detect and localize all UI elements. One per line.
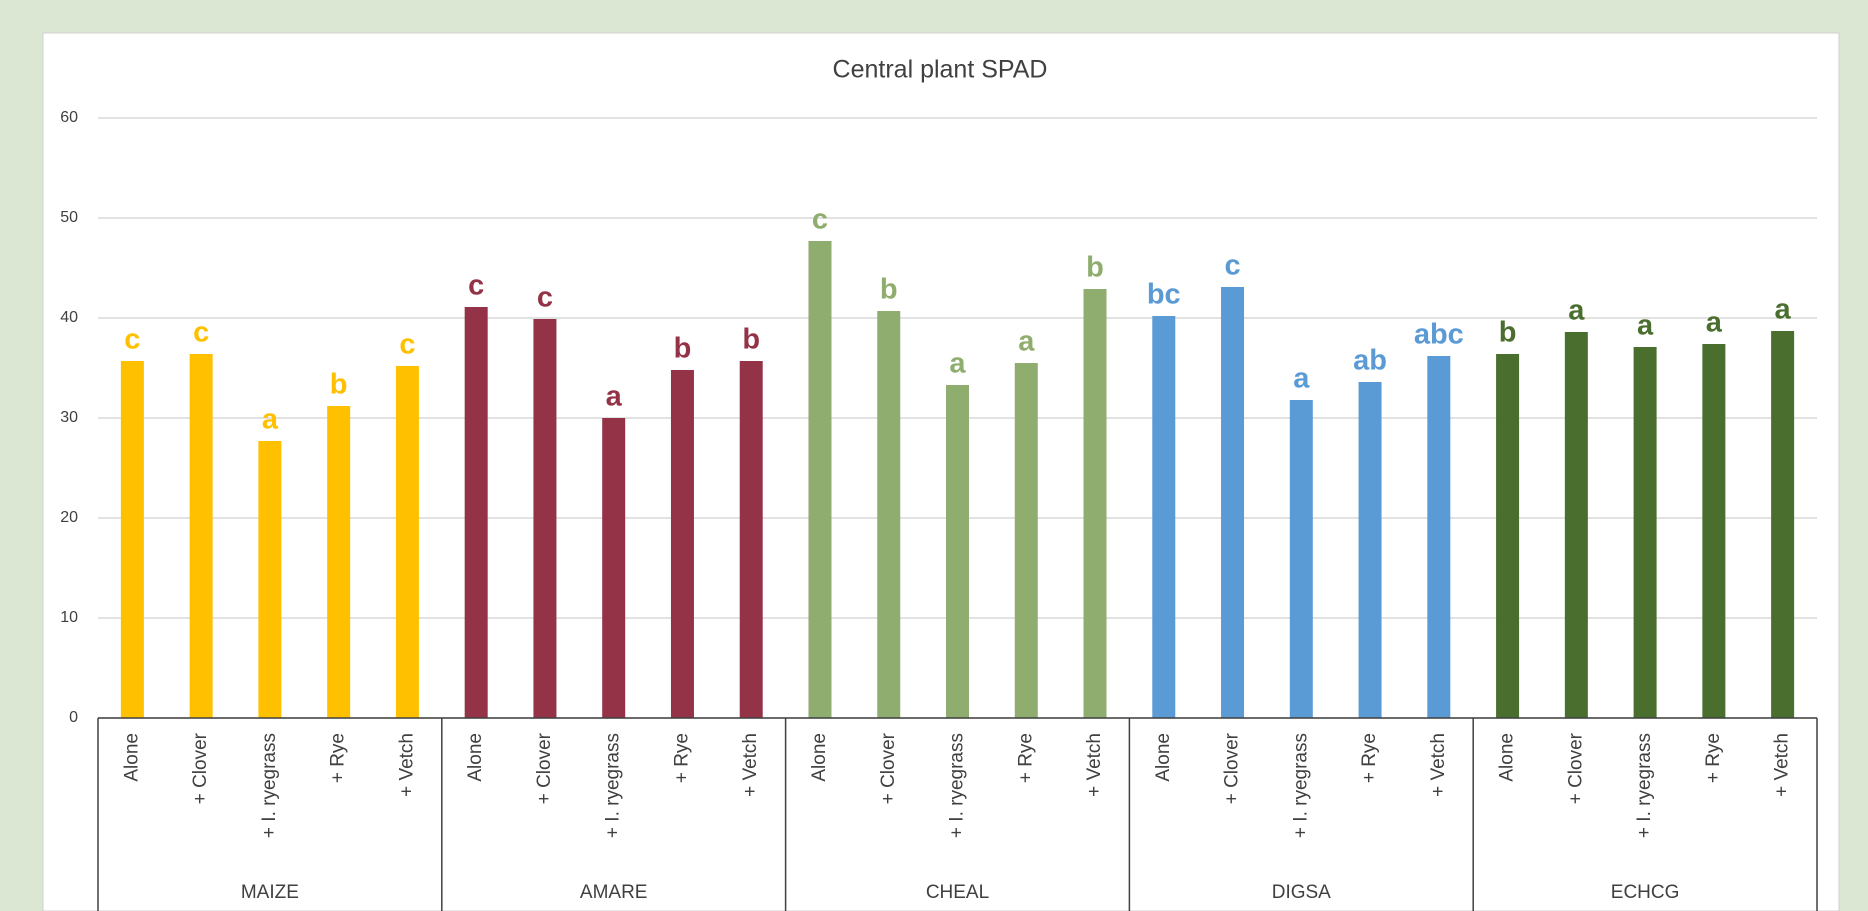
bar: [1014, 363, 1038, 718]
significance-letter: a: [949, 348, 966, 380]
group-label: MAIZE: [241, 882, 299, 903]
bar: [670, 370, 694, 718]
bar: [946, 385, 969, 718]
x-tick-label: + Rye: [1359, 733, 1380, 783]
group-label: AMARE: [580, 882, 648, 903]
significance-letter: abc: [1414, 319, 1464, 351]
bar: [602, 418, 626, 718]
significance-letter: b: [1499, 317, 1517, 349]
bar: [189, 354, 213, 718]
significance-letter: c: [193, 317, 209, 349]
bar: [808, 241, 832, 718]
x-tick-label: + Clover: [878, 732, 899, 804]
significance-letter: c: [124, 324, 140, 356]
bar: [1702, 344, 1726, 718]
y-tick-label: 10: [60, 609, 78, 626]
significance-letter: c: [537, 282, 553, 314]
significance-letter: c: [468, 270, 484, 302]
bar: [1289, 400, 1313, 718]
group-label: ECHCG: [1611, 882, 1680, 903]
x-tick-label: + Clover: [534, 732, 555, 804]
bar: [1083, 289, 1107, 718]
x-tick-label: Alone: [809, 733, 830, 782]
x-tick-label: + Vetch: [396, 733, 417, 797]
significance-letter: a: [606, 381, 623, 413]
significance-letter: a: [1775, 294, 1792, 326]
bar: [1496, 354, 1520, 718]
bar: [877, 311, 901, 718]
x-tick-label: + I. ryegrass: [259, 733, 280, 838]
x-tick-label: + Vetch: [1084, 733, 1105, 797]
y-tick-label: 0: [69, 709, 78, 726]
bar: [1633, 347, 1657, 718]
bar: [739, 361, 763, 718]
x-tick-label: + Rye: [1703, 733, 1724, 783]
y-tick-label: 30: [60, 409, 78, 426]
x-tick-label: + I. ryegrass: [603, 733, 624, 838]
x-tick-label: + Rye: [1015, 733, 1036, 783]
bar: [1771, 331, 1795, 718]
significance-letter: a: [1293, 363, 1310, 395]
x-tick-label: + Rye: [671, 733, 692, 783]
significance-letter: ab: [1353, 345, 1387, 377]
x-tick-label: Alone: [465, 733, 486, 782]
significance-letter: c: [399, 329, 415, 361]
significance-letter: a: [1568, 295, 1585, 327]
significance-letter: bc: [1147, 279, 1181, 311]
bar: [327, 406, 351, 718]
chart-title: Central plant SPAD: [833, 56, 1048, 84]
x-tick-label: + I. ryegrass: [947, 733, 968, 838]
bar: [1221, 287, 1245, 718]
significance-letter: c: [1224, 250, 1240, 282]
bar: [120, 361, 144, 718]
x-tick-label: + Clover: [1222, 732, 1243, 804]
significance-letter: b: [330, 369, 348, 401]
x-tick-label: + Vetch: [1428, 733, 1449, 797]
significance-letter: c: [812, 204, 828, 236]
y-tick-label: 60: [60, 109, 78, 126]
x-tick-label: Alone: [1153, 733, 1174, 782]
x-tick-label: + Vetch: [740, 733, 761, 797]
significance-letter: b: [674, 333, 692, 365]
x-tick-label: + Rye: [328, 733, 349, 783]
y-tick-label: 50: [60, 209, 78, 226]
bar: [1427, 356, 1451, 718]
bar: [1564, 332, 1588, 718]
significance-letter: a: [1706, 307, 1723, 339]
x-tick-label: Alone: [1497, 733, 1518, 782]
group-label: CHEAL: [926, 882, 989, 903]
significance-letter: a: [262, 404, 279, 436]
x-tick-label: + Clover: [1565, 732, 1586, 804]
bar: [258, 441, 282, 718]
x-tick-label: + Clover: [190, 732, 211, 804]
significance-letter: b: [742, 324, 760, 356]
bar: [464, 307, 488, 718]
bar: [1152, 316, 1176, 718]
y-tick-label: 40: [60, 309, 78, 326]
bar: [395, 366, 419, 718]
x-tick-label: + Vetch: [1772, 733, 1793, 797]
significance-letter: b: [1086, 252, 1104, 284]
significance-letter: a: [1018, 326, 1035, 358]
group-label: DIGSA: [1272, 882, 1331, 903]
bar: [533, 319, 557, 718]
bar: [1358, 382, 1382, 718]
significance-letter: b: [880, 274, 898, 306]
x-tick-label: Alone: [121, 733, 142, 782]
y-tick-label: 20: [60, 509, 78, 526]
x-tick-label: + I. ryegrass: [1290, 733, 1311, 838]
x-tick-label: + I. ryegrass: [1634, 733, 1655, 838]
significance-letter: a: [1637, 310, 1654, 342]
